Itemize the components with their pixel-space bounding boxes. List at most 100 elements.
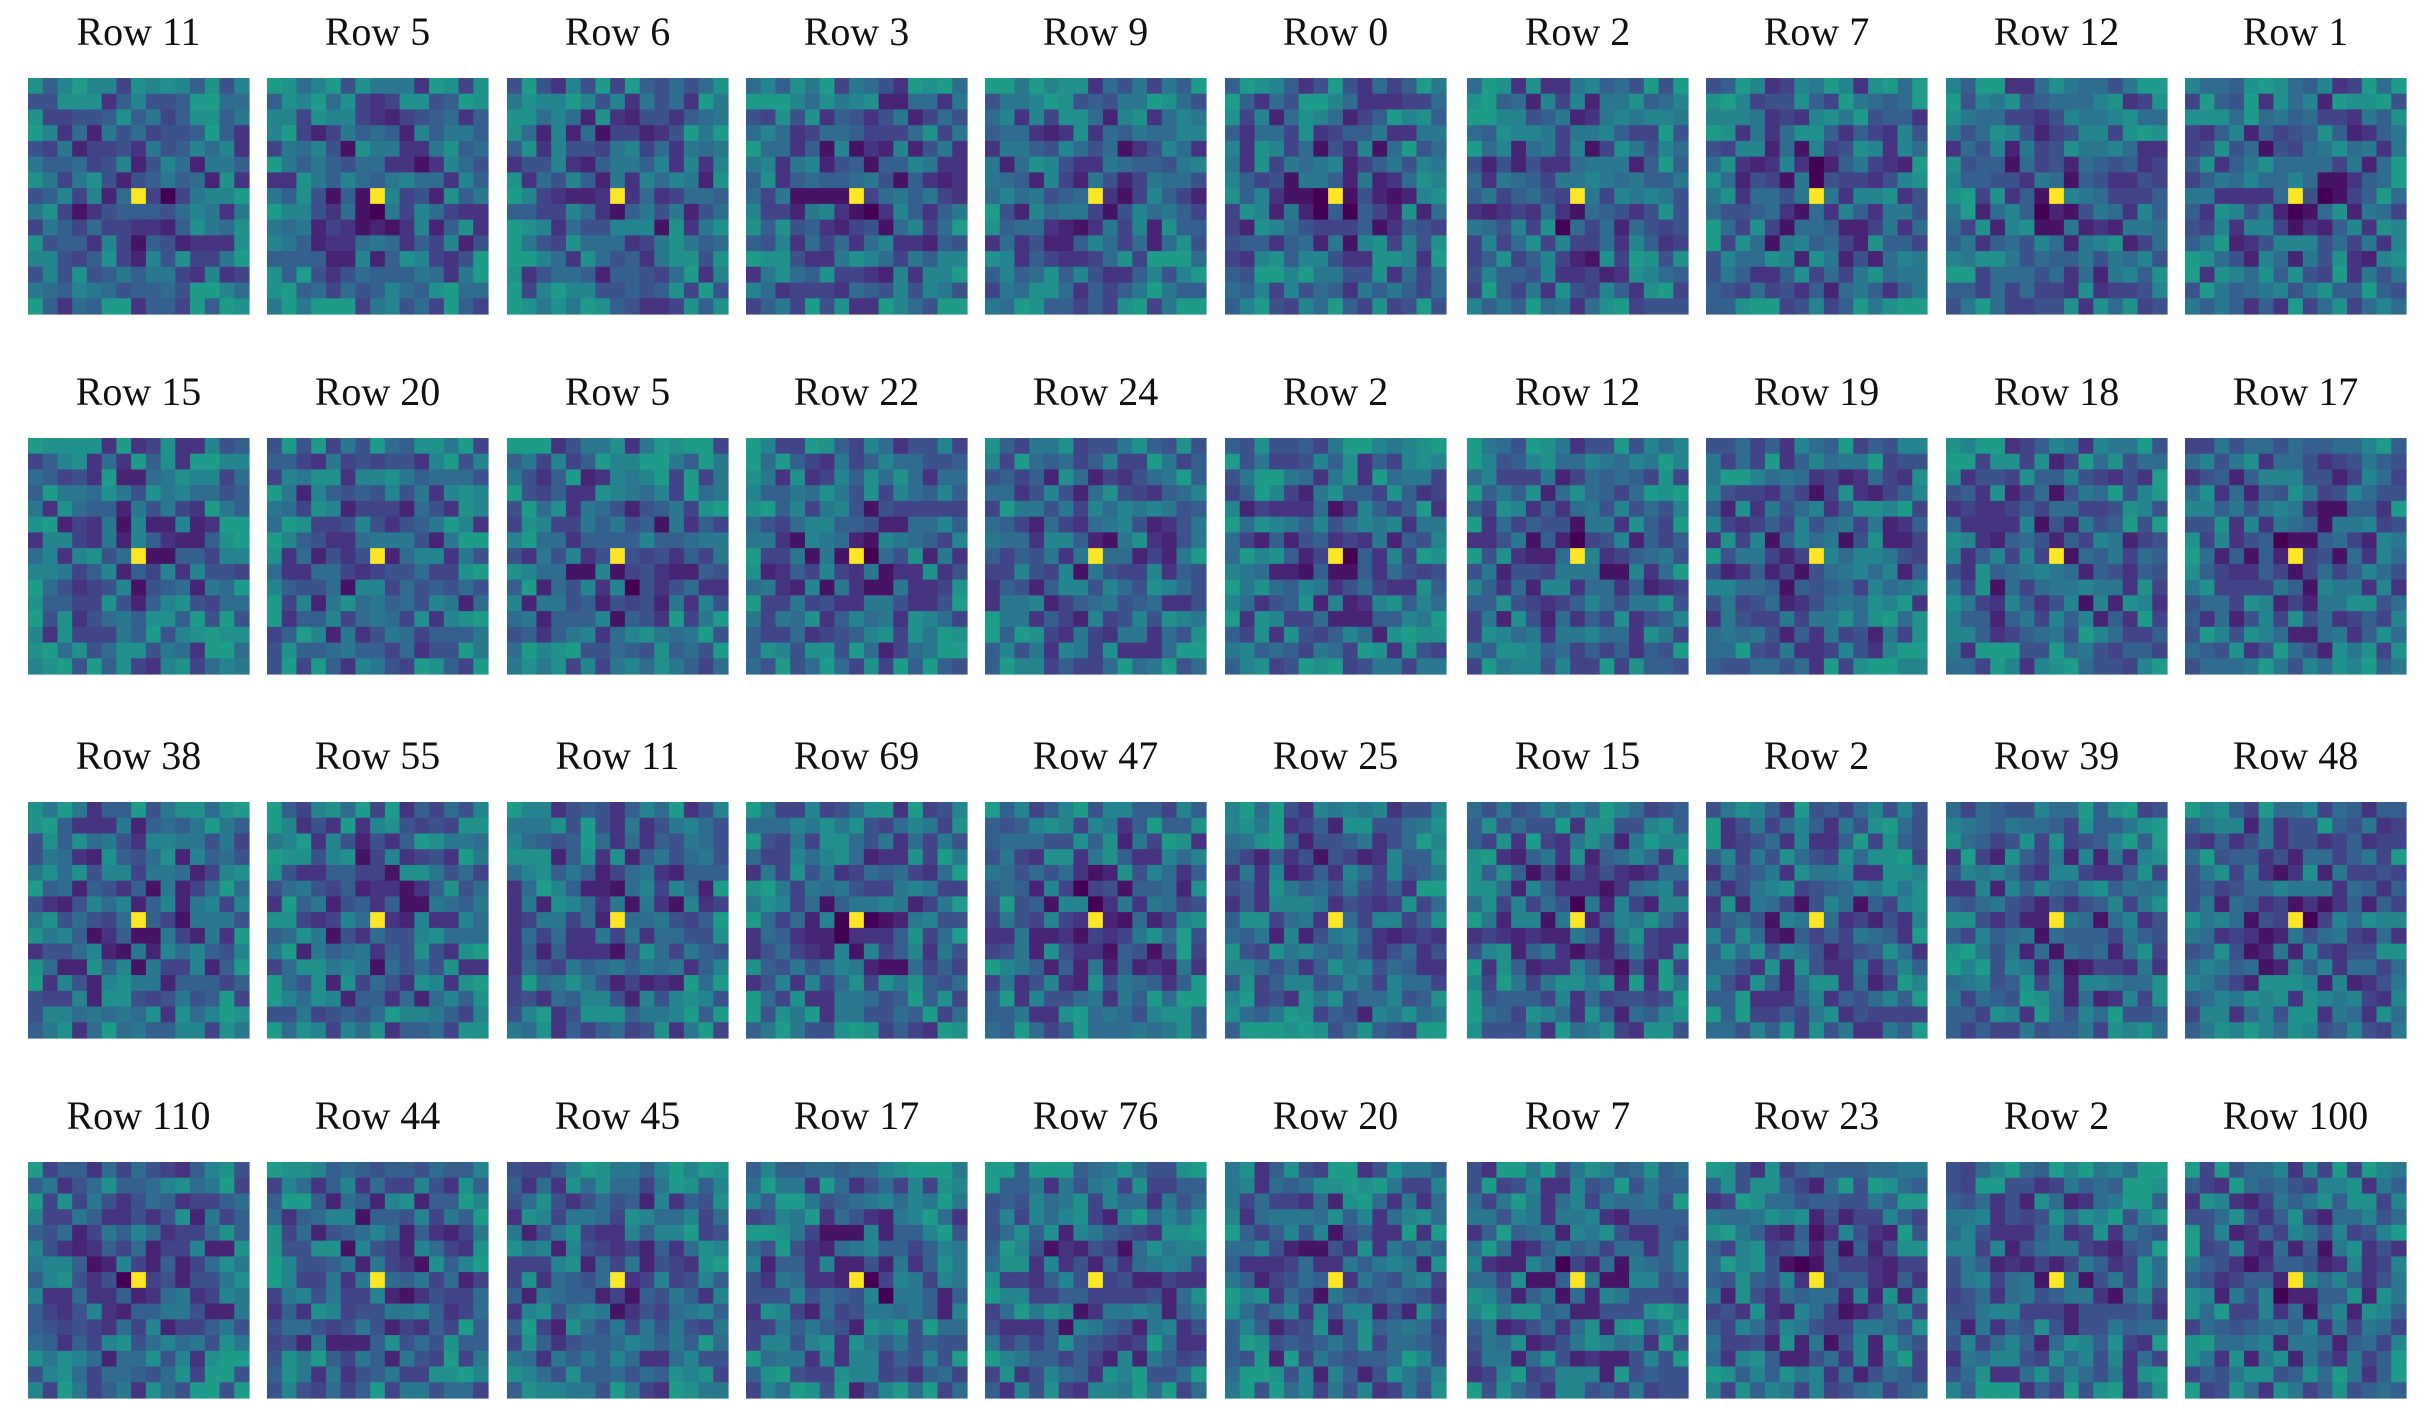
heatmap-cell [1269,156,1285,173]
heatmap-cell [610,658,626,675]
heatmap-cell [1298,140,1314,158]
heatmap-cell [458,817,474,835]
heatmap-cell [922,266,939,284]
heatmap-cell [1191,563,1207,581]
heatmap-cell [2332,78,2348,95]
heatmap-cell [551,548,567,565]
heatmap-cell [1525,516,1542,533]
heatmap-cell [1794,453,1810,471]
heatmap-cell [2122,93,2139,111]
heatmap-cell [234,611,250,628]
heatmap-cell [2229,156,2245,173]
heatmap-cell [2063,611,2080,628]
heatmap-cell [458,140,474,158]
heatmap-cell [443,219,460,236]
heatmap-cell [1735,203,1751,221]
heatmap-cell [1117,140,1133,158]
heatmap-cell [1117,266,1133,284]
heatmap-cell [1342,156,1359,173]
heatmap-cell [1372,282,1388,299]
heatmap-cell [234,251,250,268]
panel-title: Row 9 [1043,9,1149,54]
heatmap-cell [1239,282,1256,299]
heatmap-cell [1809,282,1825,299]
heatmap-cell [2137,469,2153,486]
heatmap-cell [2049,516,2065,533]
heatmap-cell [2049,78,2065,95]
heatmap-cell [610,611,626,628]
heatmap-cell [234,188,250,205]
heatmap-cell [551,109,567,126]
heatmap-cell [654,172,670,189]
heatmap-cell [1735,298,1751,315]
heatmap-cell [2137,595,2153,612]
heatmap-cell [429,532,445,549]
heatmap-cell [2122,469,2139,486]
heatmap-cell [296,219,312,236]
heatmap-cell [1132,579,1148,596]
heatmap-cell [713,125,729,142]
heatmap-cell [1990,203,2006,221]
heatmap-cell [2019,140,2035,158]
heatmap-cell [325,500,342,518]
heatmap-cell [473,203,489,221]
heatmap-cell [1496,532,1512,549]
heatmap-cell [536,469,552,486]
heatmap-cell [610,626,626,644]
heatmap-cell [175,485,191,502]
heatmap-cell [1058,78,1074,95]
heatmap-cell [1431,453,1447,471]
heatmap-cell [1511,298,1527,315]
heatmap-cell [1191,298,1207,315]
heatmap-cell [190,298,206,315]
heatmap-cell [2243,658,2260,675]
heatmap-cell [340,298,356,315]
heatmap-cell [2063,235,2080,252]
heatmap-cell [1239,266,1256,284]
heatmap-cell [819,93,835,111]
heatmap-cell [1328,93,1344,111]
heatmap-cell [101,959,117,976]
heatmap-cell [2273,219,2289,236]
heatmap-cell [1102,298,1119,315]
heatmap-cell [2093,595,2109,612]
heatmap-cell [2332,516,2348,533]
heatmap-cell [1511,500,1527,518]
heatmap-cell [1643,532,1660,549]
heatmap-cell [86,658,103,675]
heatmap-cell [985,140,1001,158]
heatmap-cell [281,579,298,596]
heatmap-cell [775,532,791,549]
heatmap-cell [1975,140,1991,158]
heatmap-cell [654,125,670,142]
heatmap-cell [2258,78,2274,95]
panel-title: Row 22 [794,369,920,414]
heatmap-cell [160,1006,176,1023]
heatmap-cell [219,849,235,866]
heatmap-cell [1401,282,1418,299]
heatmap-cell [86,282,103,299]
heatmap-cell [2317,203,2333,221]
heatmap-cell [1416,500,1432,518]
heatmap-cell [1313,78,1329,95]
heatmap-cell [1764,532,1781,549]
heatmap-cell [536,235,552,252]
heatmap-cell [175,219,191,236]
heatmap-cell [160,453,176,471]
heatmap-cell [2347,298,2363,315]
heatmap-cell [1838,485,1854,502]
heatmap-cell [311,833,327,850]
heatmap-cell [175,438,191,455]
heatmap-cell [414,266,430,284]
heatmap-cell [1614,642,1630,659]
heatmap-cell [1283,626,1300,644]
heatmap-cell [1496,266,1512,284]
heatmap-cell [325,896,342,913]
heatmap-cell [1794,140,1810,158]
heatmap-cell [1058,172,1074,189]
heatmap-cell [1481,156,1498,173]
heatmap-cell [580,516,596,533]
heatmap-cell [145,880,162,897]
heatmap-cell [1313,579,1329,596]
heatmap-cell [384,817,401,835]
